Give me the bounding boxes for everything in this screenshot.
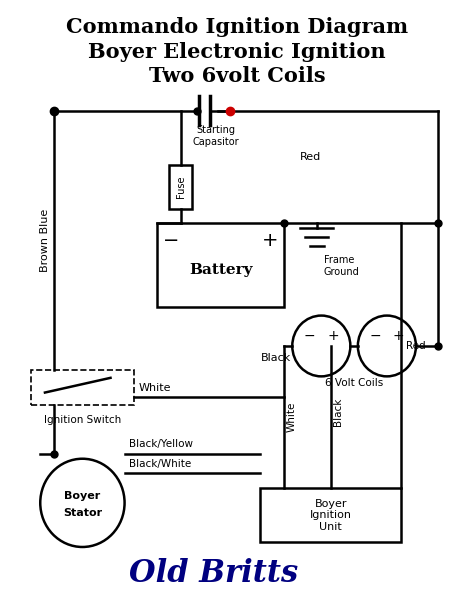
FancyBboxPatch shape bbox=[169, 164, 192, 209]
Text: −: − bbox=[163, 231, 180, 250]
FancyBboxPatch shape bbox=[260, 488, 401, 542]
Text: Black/White: Black/White bbox=[129, 458, 191, 468]
Text: Fuse: Fuse bbox=[176, 175, 186, 198]
Text: 6 Volt Coils: 6 Volt Coils bbox=[325, 378, 383, 388]
Text: Old Britts: Old Britts bbox=[129, 558, 298, 589]
Text: White: White bbox=[286, 402, 296, 432]
Text: White: White bbox=[138, 383, 171, 393]
Text: Stator: Stator bbox=[63, 508, 102, 518]
Text: Black/Yellow: Black/Yellow bbox=[129, 439, 193, 449]
Text: Two 6volt Coils: Two 6volt Coils bbox=[149, 66, 325, 86]
Text: −: − bbox=[304, 329, 315, 343]
Text: Commando Ignition Diagram: Commando Ignition Diagram bbox=[66, 17, 408, 38]
Text: +: + bbox=[327, 329, 339, 343]
Circle shape bbox=[358, 315, 416, 376]
Text: Boyer: Boyer bbox=[64, 491, 100, 501]
Text: Battery: Battery bbox=[189, 263, 252, 277]
Text: Ignition Switch: Ignition Switch bbox=[44, 415, 121, 424]
Text: Red: Red bbox=[406, 341, 425, 351]
Text: Black: Black bbox=[260, 353, 291, 364]
Text: Starting
Capasitor: Starting Capasitor bbox=[192, 125, 239, 147]
FancyBboxPatch shape bbox=[31, 371, 134, 405]
Text: −: − bbox=[369, 329, 381, 343]
Text: Boyer
Ignition
Unit: Boyer Ignition Unit bbox=[310, 498, 352, 532]
Text: +: + bbox=[262, 231, 278, 250]
Circle shape bbox=[292, 315, 350, 376]
Text: +: + bbox=[393, 329, 404, 343]
Text: Brown Blue: Brown Blue bbox=[40, 209, 50, 272]
Text: Frame
Ground: Frame Ground bbox=[324, 255, 359, 277]
FancyBboxPatch shape bbox=[157, 224, 284, 307]
Circle shape bbox=[40, 459, 125, 547]
Text: Boyer Electronic Ignition: Boyer Electronic Ignition bbox=[88, 42, 386, 62]
Text: Black: Black bbox=[333, 398, 343, 426]
Text: Red: Red bbox=[300, 152, 321, 162]
